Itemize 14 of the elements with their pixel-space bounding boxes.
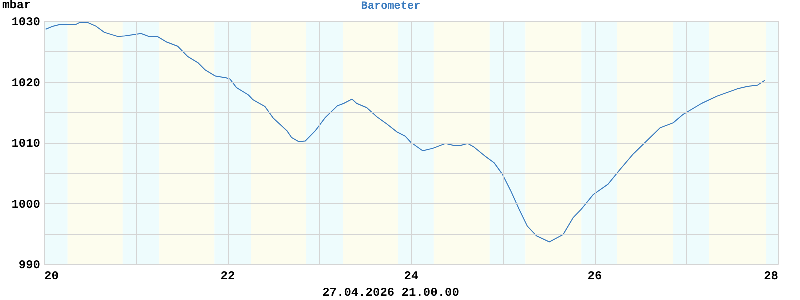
x-tick-label: 22 bbox=[220, 270, 236, 284]
y-tick-label: 1020 bbox=[12, 76, 40, 90]
x-tick-label: 26 bbox=[588, 270, 602, 284]
y-tick-label: 1010 bbox=[12, 137, 40, 151]
chart-title: Barometer bbox=[361, 1, 421, 13]
x-tick-label: 20 bbox=[44, 270, 59, 284]
x-tick-label: 24 bbox=[404, 270, 419, 284]
line-series bbox=[45, 22, 766, 243]
text: 27.04.2026 21.00.00 bbox=[322, 286, 460, 300]
y-axis-title: mbar bbox=[2, 0, 32, 12]
x-tick-label: 28 bbox=[764, 270, 778, 284]
y-tick-label: 990 bbox=[18, 258, 40, 272]
y-tick-label: 1030 bbox=[12, 16, 40, 30]
y-tick-label: 1000 bbox=[12, 198, 40, 212]
